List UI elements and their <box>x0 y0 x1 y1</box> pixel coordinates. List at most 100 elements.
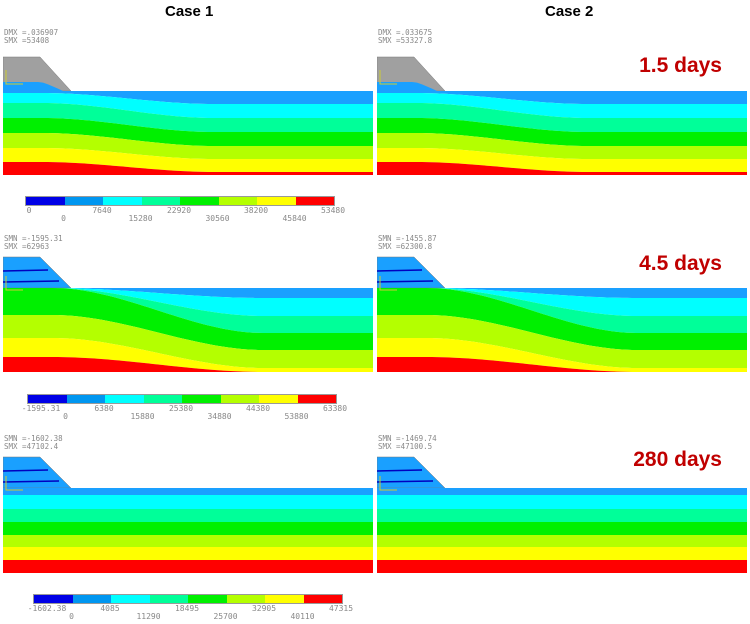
contour-band <box>3 133 373 159</box>
contour-band <box>3 148 373 172</box>
axis-triad-icon <box>5 70 23 85</box>
contour-band <box>3 288 373 298</box>
stats-line: DMX =.036907 <box>4 28 59 37</box>
contour-band <box>377 338 747 372</box>
legend-swatch <box>180 197 219 205</box>
stats-line: SMX =47102.4 <box>4 442 59 451</box>
contour-svg <box>2 256 373 372</box>
contour-plot-case1 <box>2 55 373 179</box>
contour-band <box>377 118 747 146</box>
time-label: 4.5 days <box>639 252 722 275</box>
contour-band <box>3 495 373 509</box>
legend-swatch <box>28 395 67 403</box>
contour-band <box>377 488 747 495</box>
legend-value: 47315 <box>328 604 354 613</box>
contour-svg <box>2 456 373 573</box>
legend-value: 0 <box>26 206 32 215</box>
case-2-header: Case 2 <box>545 3 594 20</box>
stats-line: SMN =-1602.38 <box>4 434 63 443</box>
legend-value: 22920 <box>166 206 192 215</box>
legend-swatch <box>66 395 105 403</box>
legend-value: 40110 <box>290 612 315 621</box>
embankment-contour-line <box>376 269 423 272</box>
contour-band <box>377 133 747 159</box>
contour-band <box>3 509 373 522</box>
legend-swatch <box>220 395 259 403</box>
legend-value: 34880 <box>207 412 232 421</box>
legend-value: 32905 <box>251 604 277 613</box>
embankment <box>376 256 446 289</box>
contour-band <box>3 103 373 132</box>
legend-swatch <box>34 595 73 603</box>
contour-band <box>3 357 373 372</box>
legend-value: 53880 <box>284 412 309 421</box>
legend-value: 45840 <box>282 214 307 223</box>
legend-swatch <box>26 197 65 205</box>
legend-swatch <box>218 197 257 205</box>
legend-value: 25380 <box>168 404 194 413</box>
embankment-contour-line <box>376 480 434 483</box>
contour-band <box>377 103 747 132</box>
contour-band <box>3 93 373 118</box>
legend-value: -1602.38 <box>27 604 67 613</box>
legend-value: 15880 <box>130 412 155 421</box>
stats-line: SMN =-1455.87 <box>378 234 437 243</box>
color-legend: 0 0 7640 15280 22920 30560 38200 45840 53480 <box>25 196 345 226</box>
embankment-contour-line <box>2 480 60 483</box>
legend-swatch <box>303 595 342 603</box>
contour-svg <box>376 256 747 372</box>
stats-readout: SMN =-1469.74 SMX =47100.5 <box>378 435 437 451</box>
time-label: 1.5 days <box>639 54 722 77</box>
stats-readout: SMN =-1455.87 SMX =62300.8 <box>378 235 437 251</box>
contour-band <box>377 495 747 509</box>
contour-band <box>3 560 373 573</box>
case-1-header: Case 1 <box>165 3 214 20</box>
stats-line: SMN =-1469.74 <box>378 434 437 443</box>
stats-line: SMX =62300.8 <box>378 242 433 251</box>
contour-band <box>377 288 747 350</box>
embankment <box>2 256 72 289</box>
stats-line: SMX =62963 <box>4 242 50 251</box>
embankment-contour-line <box>376 280 434 283</box>
legend-bar <box>25 196 335 206</box>
legend-value: 0 <box>63 412 68 421</box>
legend-value: 0 <box>61 214 66 223</box>
contour-plot-case2 <box>376 455 747 579</box>
contour-band <box>377 162 747 175</box>
contour-band <box>377 93 747 118</box>
contour-band <box>377 357 747 372</box>
legend-swatch <box>226 595 265 603</box>
contour-band <box>3 488 373 495</box>
contour-band <box>377 288 747 333</box>
legend-bar <box>33 594 343 604</box>
legend-swatch <box>297 395 336 403</box>
legend-swatch <box>143 395 182 403</box>
contour-band <box>377 522 747 535</box>
legend-swatch <box>111 595 150 603</box>
contour-svg <box>376 456 747 573</box>
contour-band <box>3 82 373 104</box>
legend-value: -1595.31 <box>21 404 61 413</box>
contour-band <box>377 535 747 547</box>
axis-triad-icon <box>379 70 397 85</box>
stats-line: SMX =53408 <box>4 36 50 45</box>
legend-swatch <box>265 595 304 603</box>
contour-band <box>377 288 747 298</box>
embankment <box>376 456 446 489</box>
time-label: 280 days <box>633 448 722 471</box>
embankment <box>2 456 72 489</box>
contour-band <box>3 547 373 560</box>
contour-band <box>3 522 373 535</box>
contour-band <box>3 288 373 316</box>
contour-band <box>3 118 373 146</box>
legend-value: 38200 <box>243 206 269 215</box>
legend-swatch <box>182 395 221 403</box>
stats-readout: SMN =-1602.38 SMX =47102.4 <box>4 435 63 451</box>
legend-swatch <box>141 197 180 205</box>
stats-readout: DMX =.036907 SMX =53408 <box>4 29 58 45</box>
color-legend: -1602.38 0 4085 11290 18495 25700 32905 40110 47… <box>28 594 353 624</box>
contour-band <box>3 288 373 333</box>
contour-band <box>377 509 747 522</box>
contour-band <box>3 162 373 175</box>
contour-band <box>377 560 747 573</box>
